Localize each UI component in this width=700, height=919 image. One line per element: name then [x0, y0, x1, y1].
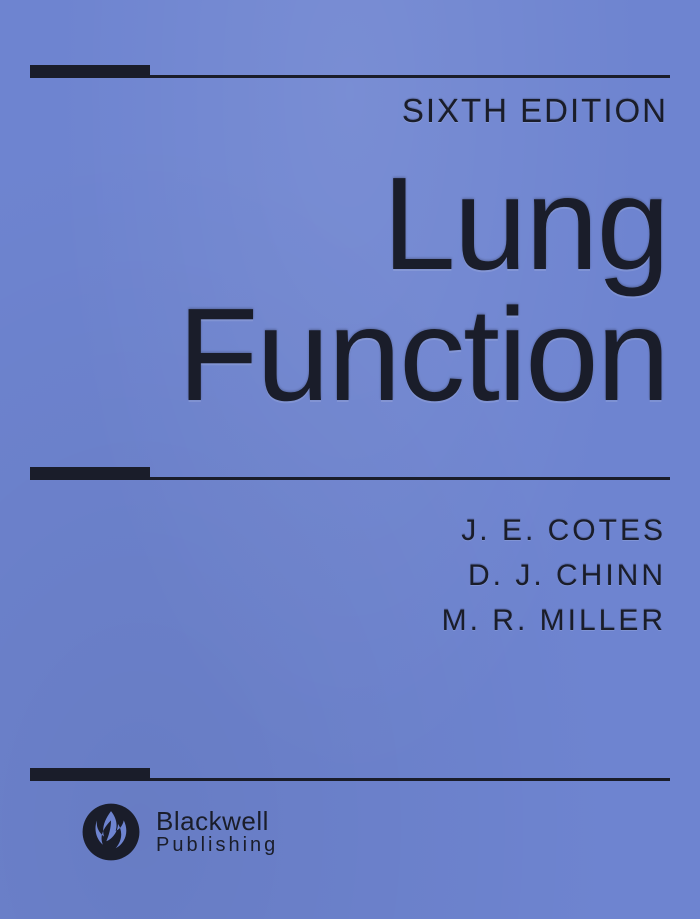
book-title: Lung Function — [178, 158, 668, 419]
rule-bot-thick — [30, 768, 150, 778]
publisher-logo-icon — [82, 803, 140, 861]
publisher-name: Blackwell — [156, 808, 278, 835]
rule-mid-thick — [30, 467, 150, 477]
author-2: D. J. CHINN — [442, 553, 666, 598]
rule-top-thin — [30, 75, 670, 78]
rule-bot-thin — [30, 778, 670, 781]
title-line-1: Lung — [178, 158, 668, 290]
title-line-2: Function — [178, 290, 668, 419]
publisher-block: Blackwell Publishing — [82, 803, 278, 861]
authors-block: J. E. COTES D. J. CHINN M. R. MILLER — [442, 508, 666, 643]
cover-texture — [0, 0, 700, 919]
author-1: J. E. COTES — [442, 508, 666, 553]
rule-top-thick — [30, 65, 150, 75]
author-3: M. R. MILLER — [442, 598, 666, 643]
rule-mid-thin — [30, 477, 670, 480]
publisher-sub: Publishing — [156, 835, 278, 856]
publisher-text: Blackwell Publishing — [156, 808, 278, 856]
edition-label: SIXTH EDITION — [402, 92, 668, 130]
